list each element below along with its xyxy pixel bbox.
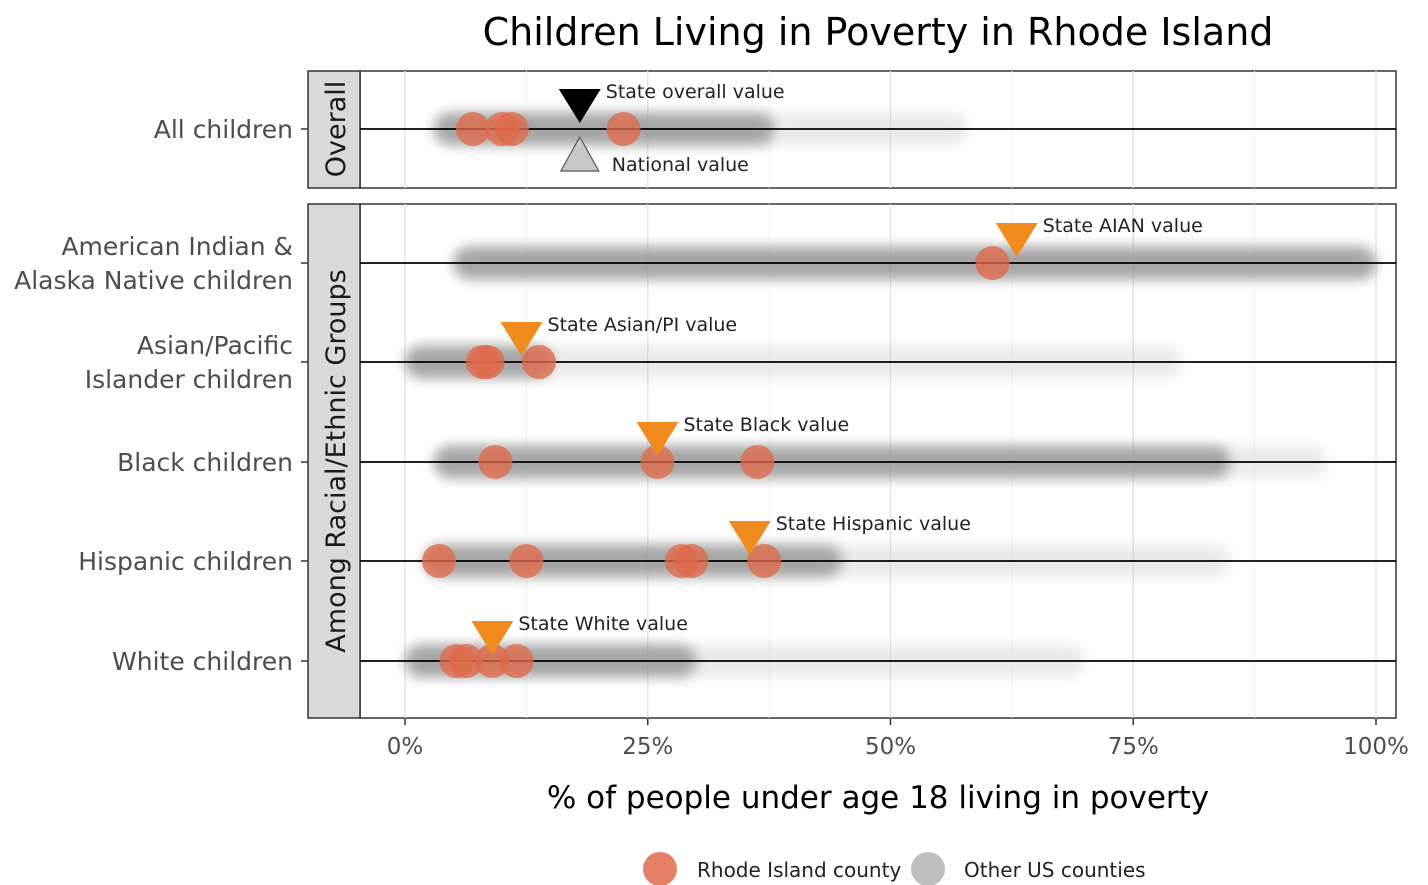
ri-county-point [494, 112, 529, 146]
state-value-marker [636, 422, 679, 456]
y-axis-label: Black children [117, 448, 293, 477]
marker-label: State Black value [683, 414, 849, 436]
ri-county-point [478, 445, 513, 479]
ri-county-point [606, 112, 641, 146]
legend-swatch-us [911, 852, 945, 885]
rhode-island-points [421, 112, 1010, 678]
legend-label-ri: Rhode Island county [697, 858, 901, 882]
strip-racial-ethnic [307, 203, 361, 719]
y-axis-label: Hispanic children [78, 547, 293, 576]
value-markers: State overall value National value State A… [471, 81, 1203, 655]
ri-county-point [509, 544, 544, 578]
y-axis-label: Islander children [85, 365, 293, 394]
x-axis-label: % of people under age 18 living in pover… [547, 780, 1209, 816]
ri-county-point [470, 345, 505, 379]
y-axis-label: Asian/Pacific [137, 331, 293, 360]
legend-label-us: Other US counties [964, 858, 1146, 882]
y-axis-label: All children [154, 115, 293, 144]
strip-label-overall: Overall [321, 81, 352, 178]
y-axis-label: White children [112, 647, 293, 676]
x-tick-label: 25% [622, 734, 673, 760]
marker-label: National value [612, 154, 749, 176]
ri-county-point [421, 544, 456, 578]
state-value-marker [728, 521, 771, 555]
chart-title: Children Living in Poverty in Rhode Isla… [483, 10, 1274, 54]
strip-overall [307, 70, 361, 189]
legend-swatch-ri [643, 852, 677, 885]
x-tick-label: 0% [387, 734, 424, 760]
legend: Rhode Island county Other US counties [643, 852, 1146, 885]
marker-label: State Asian/PI value [548, 314, 738, 336]
marker-label: State White value [518, 613, 688, 635]
state-value-marker [558, 89, 601, 123]
ri-county-point [747, 544, 782, 578]
y-axis-label: Alaska Native children [14, 266, 293, 295]
x-tick-label: 100% [1343, 734, 1409, 760]
ri-county-point [674, 544, 709, 578]
strip-label-racial-ethnic: Among Racial/Ethnic Groups [321, 269, 352, 652]
ri-county-point [640, 445, 675, 479]
x-tick-label: 75% [1108, 734, 1159, 760]
ri-county-point [475, 644, 510, 678]
state-value-marker [471, 621, 514, 655]
marker-label: State overall value [606, 81, 785, 103]
x-tick-label: 50% [865, 734, 916, 760]
ri-county-point [455, 112, 490, 146]
state-value-marker [995, 223, 1038, 257]
marker-label: State AIAN value [1043, 215, 1203, 237]
national-value-marker [559, 135, 600, 172]
ri-county-point [499, 644, 534, 678]
state-value-marker [500, 322, 543, 356]
y-axis-label: American Indian & [61, 232, 293, 261]
ri-county-point [740, 445, 775, 479]
ri-county-point [975, 246, 1010, 280]
x-axis-ticks: 0% 25% 50% 75% 100% [387, 718, 1409, 760]
marker-label: State Hispanic value [776, 513, 971, 535]
y-axis-labels: All children American Indian & Alaska Nati… [14, 115, 293, 676]
ri-county-point [521, 345, 556, 379]
ri-county-point [449, 644, 484, 678]
